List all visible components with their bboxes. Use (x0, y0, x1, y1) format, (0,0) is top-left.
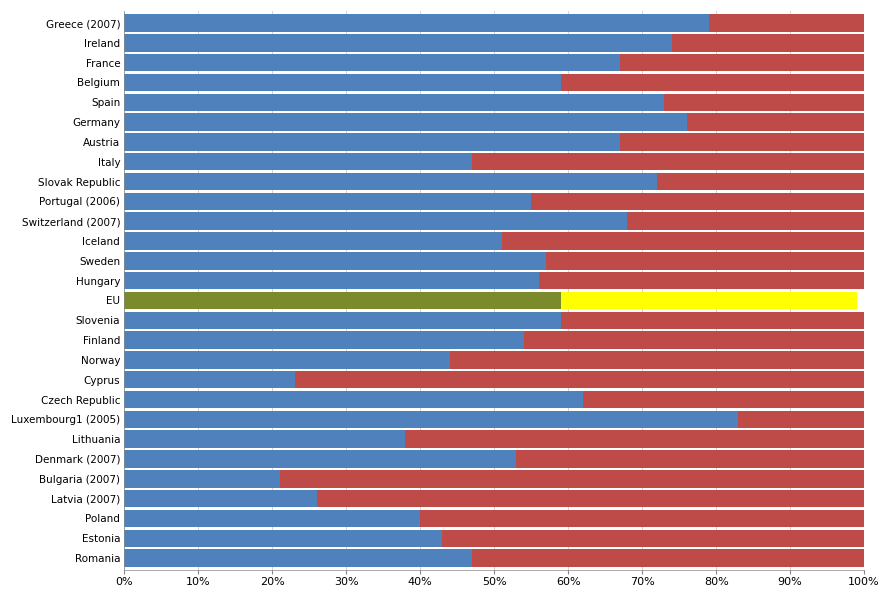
Bar (583, 391, 864, 408)
Bar (125, 93, 665, 111)
Bar (125, 232, 502, 250)
Bar (405, 431, 864, 448)
Bar (524, 331, 864, 349)
Bar (687, 114, 864, 131)
Bar (125, 371, 295, 389)
Bar (450, 351, 864, 368)
Bar (125, 411, 739, 428)
Bar (125, 331, 524, 349)
Bar (125, 351, 450, 368)
Bar (125, 74, 560, 91)
Bar (125, 114, 687, 131)
Bar (125, 193, 531, 210)
Bar (125, 252, 546, 270)
Bar (125, 391, 583, 408)
Bar (627, 212, 864, 230)
Bar (560, 292, 856, 309)
Bar (472, 153, 864, 170)
Bar (280, 470, 864, 487)
Bar (620, 54, 864, 71)
Bar (125, 450, 517, 468)
Bar (125, 34, 672, 51)
Bar (472, 550, 864, 567)
Bar (125, 431, 405, 448)
Bar (125, 14, 708, 32)
Bar (125, 550, 472, 567)
Bar (125, 509, 421, 527)
Bar (125, 470, 280, 487)
Bar (125, 292, 560, 309)
Bar (125, 490, 316, 507)
Bar (125, 529, 443, 547)
Bar (316, 490, 864, 507)
Bar (560, 312, 864, 329)
Bar (560, 74, 864, 91)
Bar (125, 272, 539, 289)
Bar (708, 14, 864, 32)
Bar (531, 193, 864, 210)
Bar (517, 450, 864, 468)
Bar (739, 411, 864, 428)
Bar (665, 93, 864, 111)
Bar (125, 133, 620, 151)
Bar (125, 54, 620, 71)
Bar (672, 34, 864, 51)
Bar (125, 173, 657, 190)
Bar (125, 312, 560, 329)
Bar (502, 232, 864, 250)
Bar (125, 212, 627, 230)
Bar (443, 529, 864, 547)
Bar (546, 252, 864, 270)
Bar (421, 509, 864, 527)
Bar (620, 133, 864, 151)
Bar (539, 272, 864, 289)
Bar (125, 153, 472, 170)
Bar (295, 371, 864, 389)
Bar (657, 173, 864, 190)
